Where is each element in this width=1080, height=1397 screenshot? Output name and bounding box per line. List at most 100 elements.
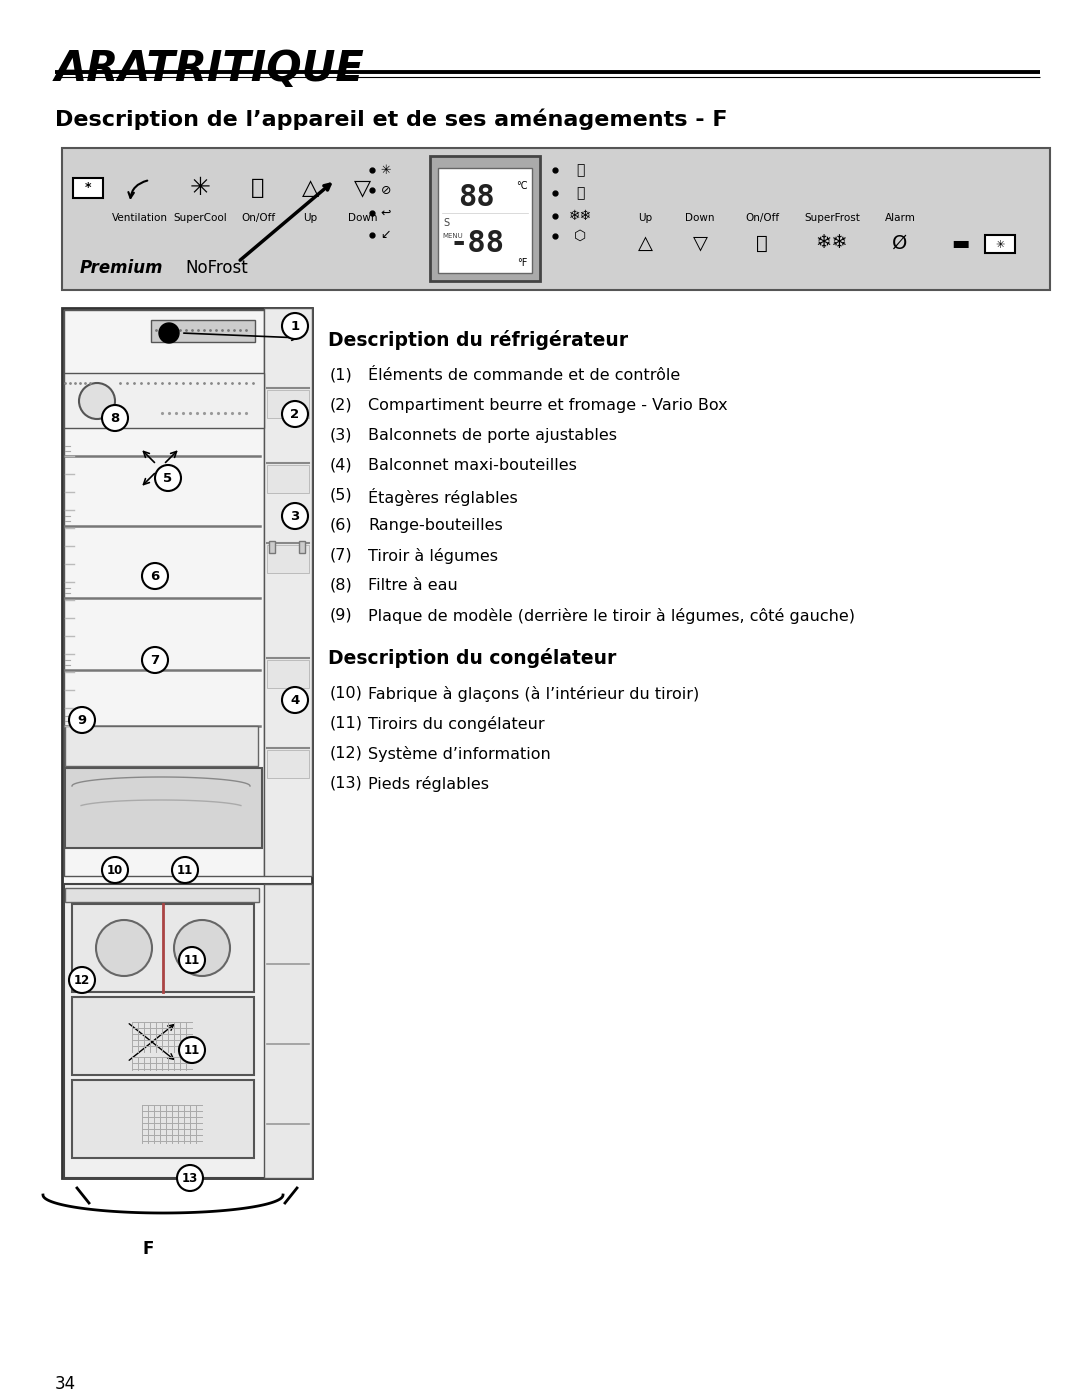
Circle shape bbox=[141, 647, 168, 673]
Text: ARATRITIQUE: ARATRITIQUE bbox=[55, 47, 365, 89]
Text: °C: °C bbox=[516, 182, 528, 191]
Bar bbox=[267, 659, 309, 687]
Text: Plaque de modèle (derrière le tiroir à légumes, côté gauche): Plaque de modèle (derrière le tiroir à l… bbox=[368, 608, 855, 624]
Bar bbox=[65, 726, 258, 766]
Text: ⏻: ⏻ bbox=[756, 233, 768, 253]
Text: 2: 2 bbox=[291, 408, 299, 420]
Circle shape bbox=[102, 856, 129, 883]
Text: ▽: ▽ bbox=[354, 177, 372, 198]
Bar bbox=[64, 310, 264, 876]
Text: NoFrost: NoFrost bbox=[185, 258, 247, 277]
Bar bbox=[267, 465, 309, 493]
Circle shape bbox=[282, 313, 308, 339]
Text: *: * bbox=[84, 182, 91, 194]
Text: Down: Down bbox=[348, 212, 378, 224]
Text: 10: 10 bbox=[107, 863, 123, 876]
Bar bbox=[985, 235, 1015, 253]
Text: (13): (13) bbox=[330, 775, 363, 791]
Text: 1: 1 bbox=[291, 320, 299, 332]
Text: MENU: MENU bbox=[442, 233, 462, 239]
Text: Éléments de commande et de contrôle: Éléments de commande et de contrôle bbox=[368, 367, 680, 383]
Text: Description du congélateur: Description du congélateur bbox=[328, 648, 617, 668]
Text: 🔇: 🔇 bbox=[576, 163, 584, 177]
Text: 11: 11 bbox=[184, 1044, 200, 1056]
Circle shape bbox=[159, 323, 179, 344]
Bar bbox=[264, 307, 312, 876]
Text: Balconnets de porte ajustables: Balconnets de porte ajustables bbox=[368, 427, 617, 443]
Text: Pieds réglables: Pieds réglables bbox=[368, 775, 489, 792]
Circle shape bbox=[96, 921, 152, 977]
Text: ⊘: ⊘ bbox=[381, 183, 391, 197]
Text: Up: Up bbox=[302, 212, 318, 224]
Circle shape bbox=[172, 856, 198, 883]
Bar bbox=[267, 390, 309, 418]
Text: (2): (2) bbox=[330, 398, 353, 414]
Text: °F: °F bbox=[517, 258, 528, 268]
Bar bbox=[72, 904, 254, 992]
Bar bbox=[151, 320, 255, 342]
Text: △: △ bbox=[637, 233, 652, 253]
Text: (6): (6) bbox=[330, 518, 353, 534]
Text: Tiroir à légumes: Tiroir à légumes bbox=[368, 548, 498, 564]
Text: 34: 34 bbox=[55, 1375, 76, 1393]
Text: 11: 11 bbox=[184, 954, 200, 967]
Text: Étagères réglables: Étagères réglables bbox=[368, 488, 517, 506]
Text: 88: 88 bbox=[459, 183, 496, 212]
Circle shape bbox=[69, 967, 95, 993]
Circle shape bbox=[102, 405, 129, 432]
Text: Down: Down bbox=[685, 212, 715, 224]
Text: 3: 3 bbox=[291, 510, 299, 522]
Text: 🔔: 🔔 bbox=[576, 186, 584, 200]
Text: ▽: ▽ bbox=[692, 233, 707, 253]
Text: On/Off: On/Off bbox=[745, 212, 779, 224]
Text: ↩: ↩ bbox=[381, 207, 391, 219]
Circle shape bbox=[282, 401, 308, 427]
Text: 11: 11 bbox=[177, 863, 193, 876]
Text: (9): (9) bbox=[330, 608, 353, 623]
Text: (4): (4) bbox=[330, 458, 353, 474]
Text: Filtre à eau: Filtre à eau bbox=[368, 578, 458, 592]
Text: Range-bouteilles: Range-bouteilles bbox=[368, 518, 503, 534]
Text: (3): (3) bbox=[330, 427, 352, 443]
Bar bbox=[62, 307, 312, 1178]
Text: Description du réfrigérateur: Description du réfrigérateur bbox=[328, 330, 629, 351]
Text: Compartiment beurre et fromage - Vario Box: Compartiment beurre et fromage - Vario B… bbox=[368, 398, 728, 414]
Text: Ventilation: Ventilation bbox=[112, 212, 168, 224]
Text: 7: 7 bbox=[150, 654, 160, 666]
Text: 12: 12 bbox=[73, 974, 90, 986]
Text: F: F bbox=[143, 1241, 153, 1259]
Text: (7): (7) bbox=[330, 548, 353, 563]
Text: 6: 6 bbox=[150, 570, 160, 583]
Circle shape bbox=[156, 465, 181, 490]
Text: Ø: Ø bbox=[892, 233, 907, 253]
Bar bbox=[64, 884, 310, 1178]
Text: ⏻: ⏻ bbox=[252, 177, 265, 198]
Text: (11): (11) bbox=[330, 717, 363, 731]
Text: ✳: ✳ bbox=[189, 176, 211, 200]
Text: SuperCool: SuperCool bbox=[173, 212, 227, 224]
Text: (12): (12) bbox=[330, 746, 363, 761]
Text: Système d’information: Système d’information bbox=[368, 746, 551, 761]
Bar bbox=[264, 884, 312, 1178]
Text: (8): (8) bbox=[330, 578, 353, 592]
Circle shape bbox=[177, 1165, 203, 1192]
Text: 5: 5 bbox=[163, 472, 173, 485]
Text: Up: Up bbox=[638, 212, 652, 224]
Circle shape bbox=[141, 563, 168, 590]
Bar bbox=[269, 541, 275, 553]
Text: Description de l’appareil et de ses aménagements - F: Description de l’appareil et de ses amén… bbox=[55, 108, 728, 130]
Text: SuperFrost: SuperFrost bbox=[805, 212, 860, 224]
Text: 13: 13 bbox=[181, 1172, 198, 1185]
Circle shape bbox=[282, 503, 308, 529]
Circle shape bbox=[174, 921, 230, 977]
Bar bbox=[64, 373, 264, 427]
Bar bbox=[267, 750, 309, 778]
Text: Premium: Premium bbox=[80, 258, 163, 277]
Text: ❄❄: ❄❄ bbox=[815, 233, 849, 253]
Bar bbox=[65, 888, 259, 902]
Text: Balconnet maxi-bouteilles: Balconnet maxi-bouteilles bbox=[368, 458, 577, 474]
Text: △: △ bbox=[301, 177, 319, 198]
Circle shape bbox=[282, 687, 308, 712]
Bar bbox=[438, 168, 532, 272]
Bar bbox=[72, 1080, 254, 1158]
